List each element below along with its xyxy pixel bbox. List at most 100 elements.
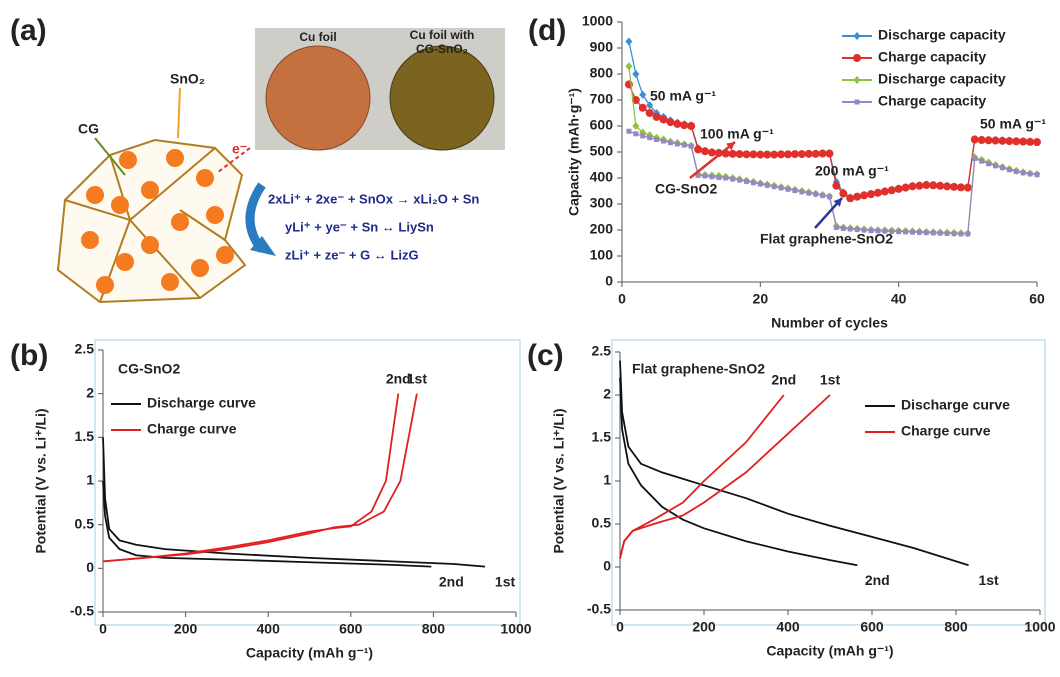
point (867, 190, 875, 199)
curve-label: 2nd (386, 370, 411, 386)
y-tick-label: 600 (590, 117, 614, 133)
arrow-head (726, 142, 735, 151)
pointer (177, 87, 181, 139)
legend-label: Discharge curve (901, 397, 1010, 413)
point (832, 181, 841, 190)
point (965, 231, 971, 237)
point (652, 112, 661, 121)
annotation: 100 mA g⁻¹ (700, 126, 774, 142)
point (951, 231, 957, 237)
series-line (628, 84, 1038, 199)
curve (619, 360, 969, 567)
y-tick-label: -0.5 (587, 601, 611, 617)
point (632, 70, 640, 78)
point (701, 147, 709, 156)
y-tick-label: 1 (86, 472, 94, 488)
point (993, 163, 998, 169)
point (1019, 137, 1028, 146)
curve (102, 480, 432, 568)
annotation: 50 mA g⁻¹ (980, 116, 1046, 132)
y-axis-label: Capacity (mAh·g⁻¹) (566, 88, 582, 216)
curve (619, 394, 785, 559)
point (764, 182, 770, 188)
point (667, 140, 673, 146)
point (916, 229, 922, 235)
point (853, 192, 862, 201)
point (797, 150, 806, 159)
point (673, 119, 682, 128)
point (860, 191, 869, 200)
point (811, 149, 820, 158)
x-tick-label: 0 (616, 619, 624, 635)
point (825, 149, 834, 158)
point (827, 194, 832, 200)
point (756, 150, 765, 159)
y-tick-label: 1.5 (592, 429, 612, 445)
point (930, 230, 936, 236)
x-tick-label: 200 (692, 619, 716, 635)
point (806, 190, 812, 196)
point (770, 150, 779, 159)
x-tick-label: 800 (422, 621, 446, 637)
point (784, 150, 792, 159)
point (1012, 137, 1021, 146)
point (840, 225, 846, 231)
point (1020, 170, 1026, 176)
annotation: CG-SnO2 (655, 181, 717, 197)
point (633, 131, 639, 137)
electron-label: e⁻ (232, 141, 247, 157)
point (950, 182, 958, 191)
point (799, 189, 805, 195)
point (757, 181, 763, 187)
curve-label: 1st (495, 573, 516, 589)
annotation: Flat graphene-SnO2 (632, 361, 765, 377)
point (901, 183, 910, 192)
y-tick-label: 1000 (582, 13, 613, 29)
point (853, 32, 861, 40)
y-tick-label: 200 (590, 221, 614, 237)
y-tick-label: 0 (605, 273, 613, 289)
annotation: 200 mA g⁻¹ (815, 163, 889, 179)
point (771, 184, 777, 190)
point (763, 150, 772, 159)
curve-label: 1st (820, 372, 841, 388)
point (625, 62, 633, 71)
y-tick-label: 2 (86, 384, 94, 400)
x-tick-label: 60 (1029, 291, 1045, 307)
legend-label: Charge curve (901, 423, 991, 439)
x-axis-label: Capacity (mAh g⁻¹) (766, 643, 893, 659)
x-tick-label: 600 (339, 621, 363, 637)
y-tick-label: 800 (590, 65, 614, 81)
y-tick-label: 0.5 (75, 515, 95, 531)
y-axis-label: Potential (V vs. Li⁺/Li) (551, 408, 567, 553)
curve-label: 2nd (439, 573, 464, 589)
pointer (94, 137, 126, 176)
point (970, 135, 979, 144)
point (977, 136, 986, 145)
y-axis-label: Potential (V vs. Li⁺/Li) (33, 408, 49, 553)
y-tick-label: 300 (590, 195, 614, 211)
point (847, 226, 853, 232)
point (674, 141, 680, 147)
legend-label: Charge capacity (878, 49, 986, 65)
legend-label: Discharge capacity (878, 71, 1006, 87)
point (666, 118, 675, 127)
equation: zLi⁺ + ze⁻ + G ↔ LizG (285, 247, 419, 262)
point (716, 174, 722, 180)
point (887, 186, 896, 195)
point (853, 54, 861, 62)
point (744, 178, 749, 184)
point (737, 177, 743, 183)
point (785, 186, 791, 192)
point (972, 156, 978, 161)
x-tick-label: 20 (753, 291, 769, 307)
annotation: Flat graphene-SnO2 (760, 231, 893, 247)
point (778, 185, 784, 191)
point (820, 192, 826, 198)
point (728, 149, 737, 158)
legend-label: Discharge curve (147, 395, 256, 411)
curve (102, 437, 486, 568)
point (986, 161, 992, 167)
point (1027, 171, 1033, 177)
photo-label: Cu foil with (410, 28, 475, 42)
